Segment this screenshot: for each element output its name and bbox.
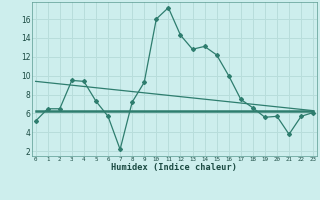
X-axis label: Humidex (Indice chaleur): Humidex (Indice chaleur) [111, 163, 237, 172]
